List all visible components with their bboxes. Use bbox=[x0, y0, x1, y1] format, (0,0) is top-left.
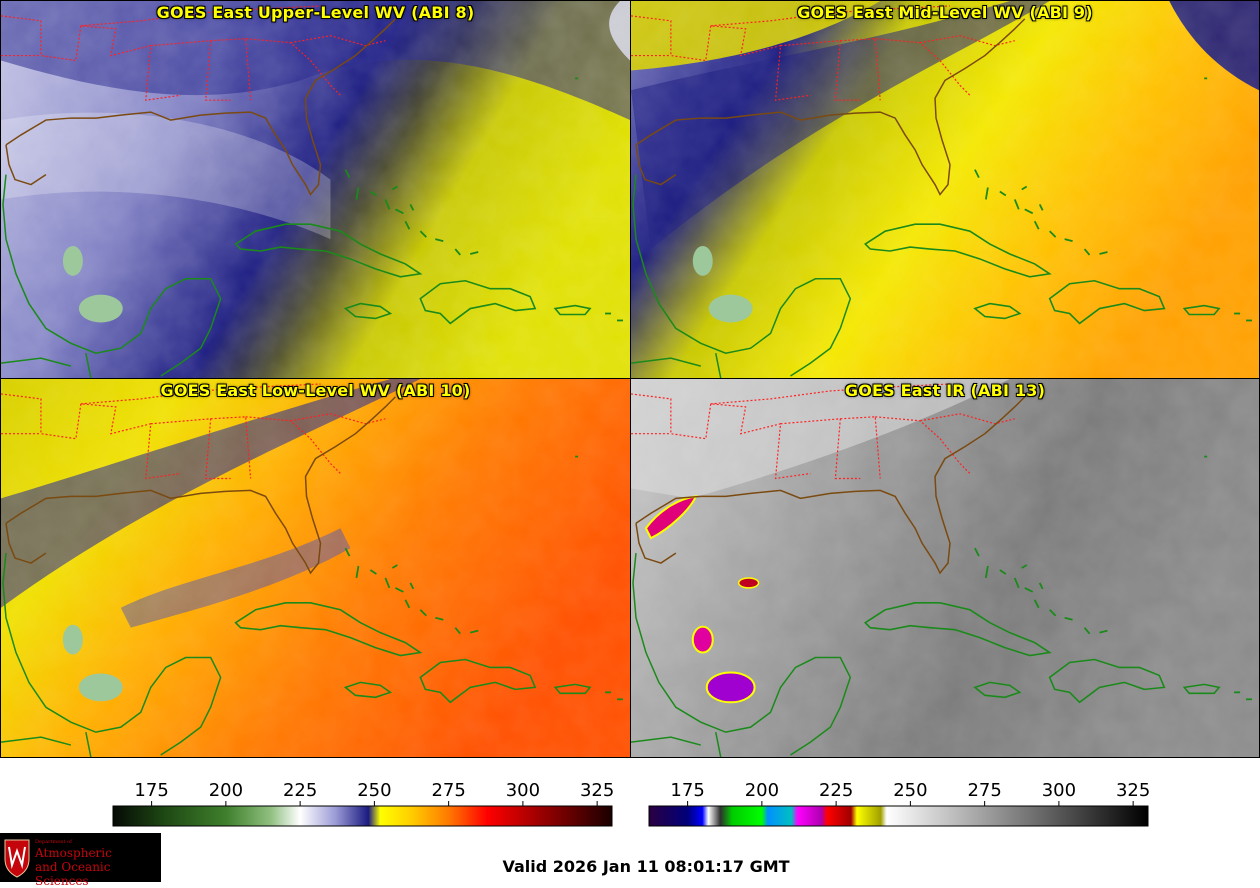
logo-line1: Atmospheric bbox=[35, 846, 112, 860]
panel-ir: GOES East IR (ABI 13) bbox=[630, 378, 1260, 758]
colorbar-tick-label: 225 bbox=[819, 780, 853, 801]
panel-low-level-wv: GOES East Low-Level WV (ABI 10) bbox=[0, 378, 631, 758]
colorbar-tick-label: 175 bbox=[670, 780, 704, 801]
colorbar-tick-label: 275 bbox=[967, 780, 1001, 801]
colorbar-tick-label: 325 bbox=[580, 780, 614, 801]
colorbar-tick-label: 300 bbox=[1042, 780, 1076, 801]
colorbar-tick-label: 200 bbox=[745, 780, 779, 801]
colorbar-tick-label: 300 bbox=[506, 780, 540, 801]
colorbar-tick-label: 225 bbox=[283, 780, 317, 801]
colorbar-tick-label: 275 bbox=[431, 780, 465, 801]
colorbar-tick-label: 250 bbox=[893, 780, 927, 801]
satellite-image-low-level bbox=[1, 379, 630, 757]
colorbar-gradient bbox=[112, 805, 613, 827]
colorbar-ir: 175 200 225 250 275 300 325 bbox=[646, 770, 1151, 828]
colorbar-gradient bbox=[648, 805, 1149, 827]
colorbar-tick-label: 200 bbox=[209, 780, 243, 801]
colorbar-wv: 175 200 225 250 275 300 325 bbox=[110, 770, 615, 828]
aos-logo: Department of Atmospheric and Oceanic Sc… bbox=[0, 833, 161, 888]
panel-title: GOES East Low-Level WV (ABI 10) bbox=[160, 381, 471, 400]
panel-title: GOES East Upper-Level WV (ABI 8) bbox=[156, 3, 475, 22]
panel-title: GOES East IR (ABI 13) bbox=[844, 381, 1046, 400]
panel-upper-level-wv: GOES East Upper-Level WV (ABI 8) bbox=[0, 0, 631, 379]
logo-dept: Department of bbox=[35, 839, 72, 845]
colorbar-tick-label: 250 bbox=[357, 780, 391, 801]
satellite-image-upper-level bbox=[1, 1, 630, 378]
colorbar-tick-label: 325 bbox=[1116, 780, 1150, 801]
colorbar-tick-label: 175 bbox=[134, 780, 168, 801]
panel-title: GOES East Mid-Level WV (ABI 9) bbox=[797, 3, 1093, 22]
uw-crest-icon bbox=[4, 839, 30, 878]
panel-mid-level-wv: GOES East Mid-Level WV (ABI 9) bbox=[630, 0, 1260, 379]
valid-time: Valid 2026 Jan 11 08:01:17 GMT bbox=[502, 857, 790, 876]
satellite-image-ir bbox=[631, 379, 1259, 757]
satellite-image-mid-level bbox=[631, 1, 1259, 378]
